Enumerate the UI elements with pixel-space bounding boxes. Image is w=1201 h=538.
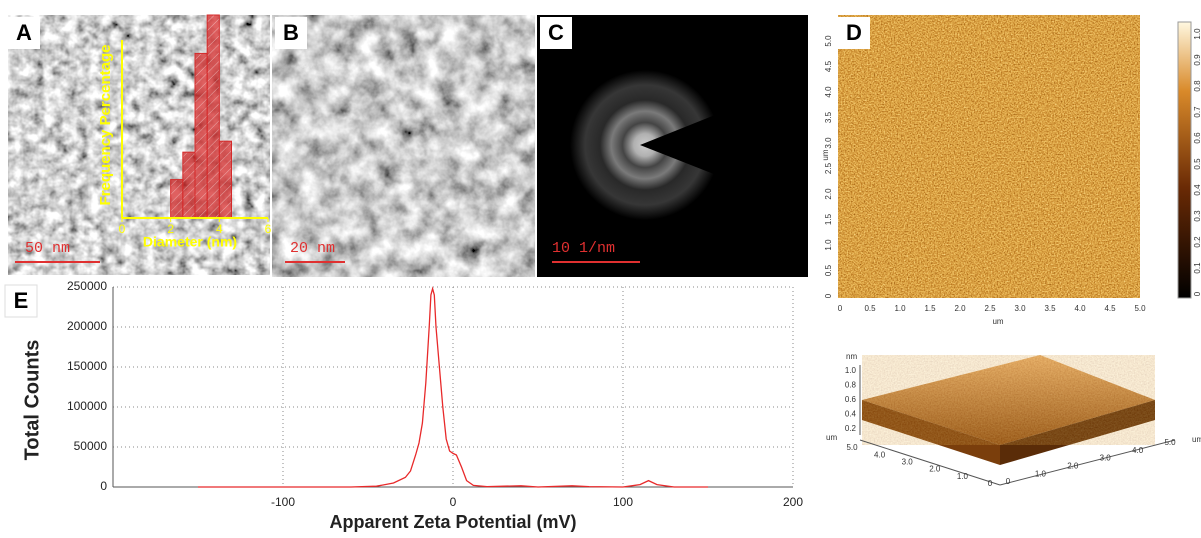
afm-y-tick: 0 xyxy=(824,293,833,298)
scale-bar-label: 20 nm xyxy=(290,240,335,257)
colorbar-tick: 0.2 xyxy=(1193,236,1201,248)
panel-label: A xyxy=(16,20,32,45)
colorbar-tick: 0.5 xyxy=(1193,158,1201,170)
afm-y-tick: 0.5 xyxy=(824,264,833,276)
colorbar-tick: 0.7 xyxy=(1193,106,1201,118)
colorbar-tick: 1.0 xyxy=(1193,28,1201,40)
afm-z-tick: 0.4 xyxy=(845,410,857,419)
histogram-bar xyxy=(207,15,219,218)
y-tick-label: 100000 xyxy=(67,399,107,413)
afm-z-tick: 0.6 xyxy=(845,395,857,404)
afm-y-tick: 3.5 xyxy=(824,111,833,123)
afm-y-tick: 2.0 xyxy=(824,188,833,200)
y-tick-label: 150000 xyxy=(67,359,107,373)
x-tick-label: -100 xyxy=(271,495,295,509)
afm-left-tick: 4.0 xyxy=(874,450,886,459)
histogram-bar xyxy=(171,180,183,218)
afm-x-tick: 4.5 xyxy=(1104,304,1116,313)
afm-y-tick: 1.5 xyxy=(824,213,833,225)
afm-right-tick: 5.0 xyxy=(1164,438,1176,447)
colorbar xyxy=(1178,22,1191,298)
x-tick-label: 0 xyxy=(450,495,457,509)
afm-y-tick: 5.0 xyxy=(824,35,833,47)
afm-3d-unit: um xyxy=(1192,435,1201,444)
afm-right-tick: 4.0 xyxy=(1132,446,1144,455)
figure: 50 nm 20 nm 10 1/nm A B C D E um um nm u… xyxy=(0,0,1201,538)
colorbar-tick: 0.3 xyxy=(1193,210,1201,222)
colorbar-tick: 0.6 xyxy=(1193,132,1201,144)
afm-right-tick: 2.0 xyxy=(1067,462,1079,471)
afm-right-tick: 3.0 xyxy=(1100,454,1112,463)
panel-label: D xyxy=(846,20,862,45)
afm-z-tick: 1.0 xyxy=(845,366,857,375)
panel-label: B xyxy=(283,20,299,45)
afm-y-tick: 1.0 xyxy=(824,239,833,251)
afm-x-tick: 2.5 xyxy=(984,304,996,313)
afm-x-tick: 0.5 xyxy=(864,304,876,313)
colorbar-tick: 0.8 xyxy=(1193,80,1201,92)
scale-bar-label: 10 1/nm xyxy=(552,240,615,257)
afm-y-tick: 4.5 xyxy=(824,60,833,72)
afm-z-tick: 0.8 xyxy=(845,381,857,390)
afm-y-tick: 2.5 xyxy=(824,162,833,174)
afm-x-tick: 2.0 xyxy=(954,304,966,313)
afm-x-tick: 4.0 xyxy=(1074,304,1086,313)
afm-left-tick: 2.0 xyxy=(929,465,941,474)
histogram-bar xyxy=(219,141,231,218)
afm-left-tick: 0 xyxy=(988,479,993,488)
x-tick-label: 100 xyxy=(613,495,633,509)
afm-left-tick: 5.0 xyxy=(846,443,858,452)
afm-right-tick: 1.0 xyxy=(1035,469,1047,478)
y-tick-label: 50000 xyxy=(74,439,108,453)
afm-x-tick: 3.5 xyxy=(1044,304,1056,313)
afm-left-tick: 3.0 xyxy=(902,458,914,467)
histogram-bar xyxy=(183,152,195,218)
y-tick-label: 0 xyxy=(100,479,107,493)
afm-x-tick: 0 xyxy=(838,304,843,313)
afm-3d-unit: um xyxy=(826,433,837,442)
x-axis-title: Apparent Zeta Potential (mV) xyxy=(329,512,576,532)
x-tick-label: 0 xyxy=(119,222,126,236)
panel-label: C xyxy=(548,20,564,45)
histogram-bar xyxy=(195,53,207,218)
afm-y-tick: 4.0 xyxy=(824,86,833,98)
afm-z-tick: 0.2 xyxy=(845,424,857,433)
afm-z-unit: nm xyxy=(846,352,857,361)
colorbar-tick: 0.1 xyxy=(1193,262,1201,274)
tem-image-b xyxy=(272,15,535,277)
x-tick-label: 200 xyxy=(783,495,803,509)
x-axis-title: Diameter (nm) xyxy=(143,234,237,250)
afm-left-tick: 1.0 xyxy=(957,472,969,481)
afm-x-tick: 3.0 xyxy=(1014,304,1026,313)
afm-y-tick: 3.0 xyxy=(824,137,833,149)
colorbar-tick: 0 xyxy=(1193,291,1201,296)
afm-x-tick: 1.5 xyxy=(924,304,936,313)
afm-x-tick: 1.0 xyxy=(894,304,906,313)
y-axis-title: Total Counts xyxy=(21,340,43,461)
colorbar-tick: 0.9 xyxy=(1193,54,1201,66)
afm-x-unit: um xyxy=(992,317,1003,326)
colorbar-tick: 0.4 xyxy=(1193,184,1201,196)
scale-bar-label: 50 nm xyxy=(25,240,70,257)
afm-x-tick: 5.0 xyxy=(1134,304,1146,313)
panel-label: E xyxy=(14,288,29,313)
y-axis-title: Frequency Percentage xyxy=(97,45,114,206)
y-tick-label: 250000 xyxy=(67,279,107,293)
afm-map xyxy=(838,15,1140,298)
y-tick-label: 200000 xyxy=(67,319,107,333)
x-tick-label: 6 xyxy=(265,222,272,236)
afm-y-unit: um xyxy=(821,149,830,160)
afm-right-tick: 0 xyxy=(1006,477,1011,486)
